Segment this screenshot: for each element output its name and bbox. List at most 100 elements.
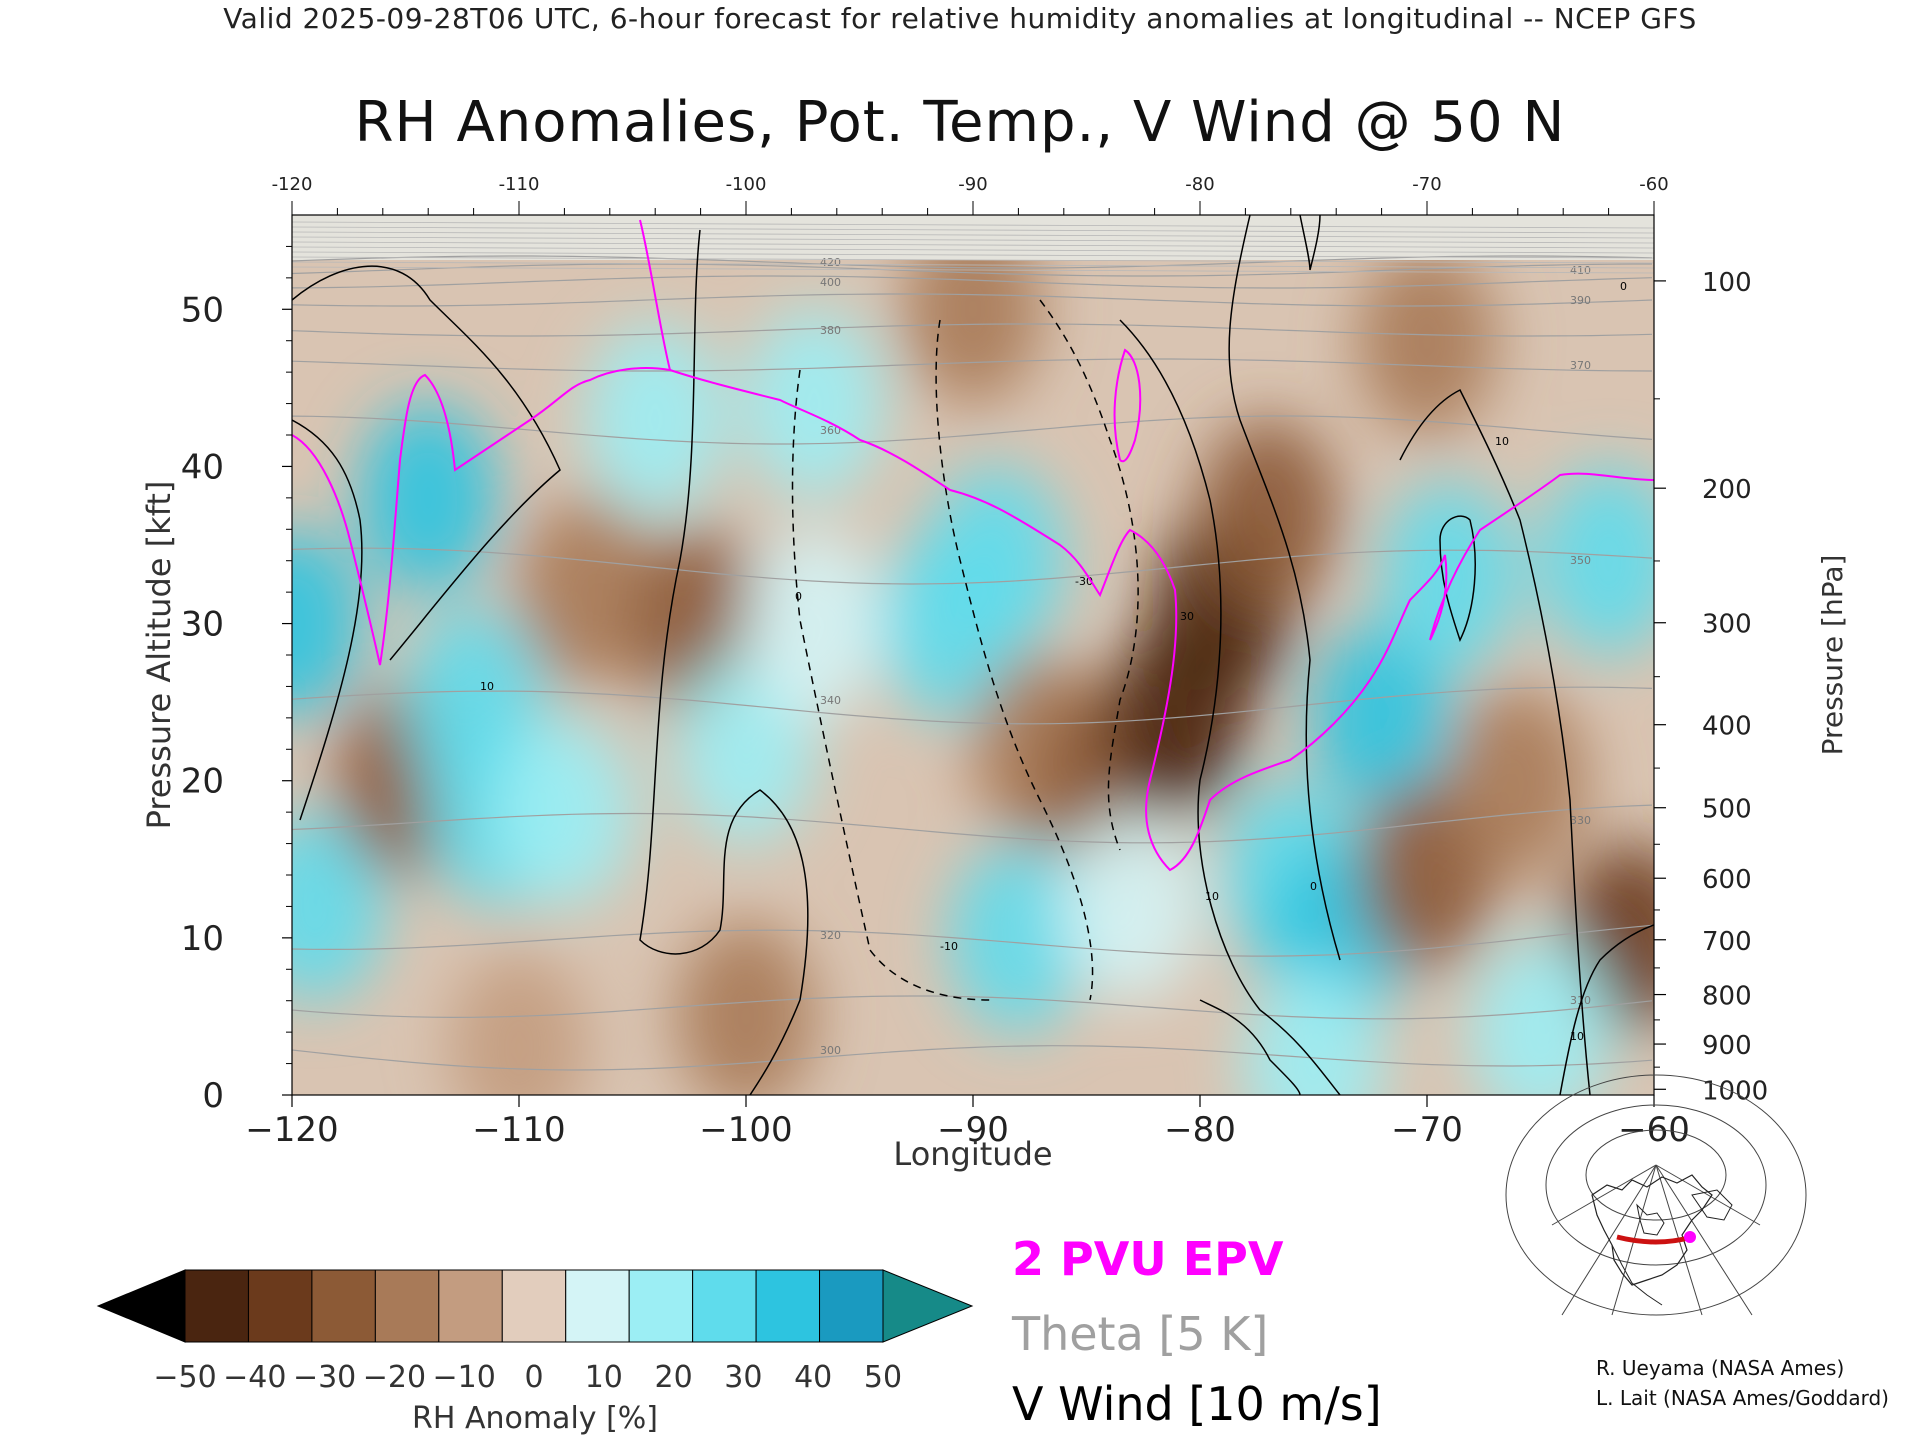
chart-title: RH Anomalies, Pot. Temp., V Wind @ 50 N bbox=[354, 90, 1566, 155]
legend-vwind: V Wind [10 m/s] bbox=[1012, 1377, 1382, 1431]
theta-contour bbox=[292, 256, 1654, 264]
epv-contour-line bbox=[292, 367, 1654, 872]
colorbar-over-arrow bbox=[882, 1269, 974, 1343]
vwind-contour bbox=[1039, 299, 1139, 851]
pressure-tick-label: 400 bbox=[1702, 712, 1752, 742]
theta-contour bbox=[292, 231, 1654, 239]
rh-anomaly-blob bbox=[948, 842, 1089, 1033]
pressure-tick-label: 800 bbox=[1702, 982, 1752, 1012]
location-marker bbox=[1684, 1231, 1696, 1243]
theta-label: 390 bbox=[1570, 294, 1591, 307]
rh-anomaly-blob bbox=[1379, 481, 1520, 672]
y-tick-label: 50 bbox=[181, 290, 224, 330]
y-tick-label: 40 bbox=[181, 447, 224, 487]
theta-contour bbox=[292, 1045, 1653, 1071]
rh-anomaly-blob bbox=[1538, 465, 1654, 656]
vwind-label: 0 bbox=[1310, 880, 1317, 893]
pressure-tick-label: 1000 bbox=[1702, 1076, 1768, 1106]
vwind-contour bbox=[292, 265, 561, 661]
vwind-label: 0 bbox=[1620, 280, 1627, 293]
y-axis-label: Pressure Altitude [kft] bbox=[140, 481, 178, 830]
vwind-contour bbox=[639, 229, 809, 1095]
pressure-tick-label: 900 bbox=[1702, 1031, 1752, 1061]
vwind-contour bbox=[1199, 999, 1301, 1095]
vwind-label: 10 bbox=[1570, 1030, 1584, 1043]
pressure-tick-label: 100 bbox=[1702, 268, 1752, 298]
theta-contour bbox=[292, 293, 1653, 307]
x-tick-label: −110 bbox=[472, 1110, 565, 1150]
vwind-contour bbox=[1399, 388, 1591, 1095]
vwind-label: 10 bbox=[1495, 435, 1509, 448]
rh-anomaly-blob bbox=[494, 717, 635, 908]
top-tick-label: -80 bbox=[1185, 174, 1214, 195]
stratosphere-band bbox=[292, 215, 1654, 260]
rh-anomaly-blob bbox=[1447, 685, 1588, 876]
colorbar-tick-label: −40 bbox=[223, 1360, 286, 1395]
header-text: Valid 2025-09-28T06 UTC, 6-hour forecast… bbox=[223, 2, 1697, 35]
epv-contour bbox=[292, 219, 1654, 872]
rh-anomaly-blob bbox=[358, 402, 499, 593]
theta-label: 360 bbox=[820, 424, 841, 437]
x-tick-label: −70 bbox=[1391, 1110, 1463, 1150]
pressure-tick-label: 500 bbox=[1702, 795, 1752, 825]
theta-contour bbox=[292, 246, 1654, 254]
pressure-tick-label: 200 bbox=[1702, 475, 1752, 505]
colorbar-segment bbox=[311, 1269, 376, 1343]
colorbar-segment bbox=[565, 1269, 630, 1343]
colorbar-label: RH Anomaly [%] bbox=[412, 1401, 658, 1436]
theta-label: 350 bbox=[1570, 554, 1591, 567]
x-tick-label: −100 bbox=[699, 1110, 792, 1150]
rh-anomaly-blob bbox=[744, 308, 885, 499]
theta-contour bbox=[292, 804, 1653, 844]
theta-contour bbox=[292, 995, 1653, 1020]
theta-contour bbox=[292, 924, 1653, 957]
colorbar-segment bbox=[692, 1269, 757, 1343]
rh-anomaly-blob bbox=[292, 811, 385, 1002]
y-tick-label: 10 bbox=[181, 919, 224, 959]
theta-contour bbox=[292, 261, 1654, 269]
vwind-contour bbox=[1299, 215, 1321, 271]
colorbar-tick-label: 20 bbox=[655, 1360, 693, 1395]
theta-label: 370 bbox=[1570, 359, 1591, 372]
vwind-label: 10 bbox=[480, 680, 494, 693]
top-tick-label: -90 bbox=[958, 174, 987, 195]
y-tick-label: 30 bbox=[181, 605, 224, 645]
theta-label: 300 bbox=[820, 1044, 841, 1057]
colorbar-tick-label: −30 bbox=[293, 1360, 356, 1395]
rh-anomaly-blob bbox=[744, 528, 885, 719]
theta-label: 400 bbox=[820, 276, 841, 289]
rh-anomaly-blob bbox=[1198, 418, 1339, 609]
colorbar-tick-label: −50 bbox=[153, 1360, 216, 1395]
vwind-label: 0 bbox=[795, 590, 802, 603]
top-tick-label: -110 bbox=[499, 174, 540, 195]
colorbar-tick-label: 50 bbox=[864, 1360, 902, 1395]
rh-anomaly-blob bbox=[449, 952, 589, 1095]
inset-map bbox=[1505, 1074, 1807, 1316]
colorbar: −50 −40 −30 −20 −10 0 10 20 30 40 50 bbox=[96, 1269, 974, 1395]
pressure-axis: 1000 900 800 700 600 500 400 300 200 100 bbox=[1654, 268, 1768, 1106]
vwind-contour bbox=[1119, 319, 1341, 1095]
theta-contour bbox=[292, 263, 1652, 277]
top-tick-label: -70 bbox=[1412, 174, 1441, 195]
rh-anomaly-blob bbox=[1357, 245, 1497, 436]
credit-line-1: R. Ueyama (NASA Ames) bbox=[1596, 1356, 1845, 1380]
theta-contour bbox=[292, 275, 1653, 289]
colorbar-tick-label: −10 bbox=[433, 1360, 496, 1395]
vwind-contour bbox=[1228, 215, 1341, 961]
theta-contour bbox=[292, 251, 1654, 259]
rh-anomaly-blob bbox=[1243, 968, 1384, 1095]
theta-contour bbox=[292, 547, 1653, 585]
colorbar-tick-label: 10 bbox=[585, 1360, 623, 1395]
vwind-contour bbox=[791, 369, 991, 1001]
rh-anomaly-blob bbox=[1061, 811, 1202, 1002]
colorbar-tick-label: −20 bbox=[363, 1360, 426, 1395]
vwind-label: 30 bbox=[1180, 610, 1194, 623]
vwind-label: 10 bbox=[1205, 890, 1219, 903]
theta-contour bbox=[292, 686, 1653, 725]
x-axis-label: Longitude bbox=[893, 1135, 1052, 1173]
theta-label: 410 bbox=[1570, 264, 1591, 277]
top-tick-label: -120 bbox=[272, 174, 313, 195]
theta-contour bbox=[292, 226, 1654, 234]
